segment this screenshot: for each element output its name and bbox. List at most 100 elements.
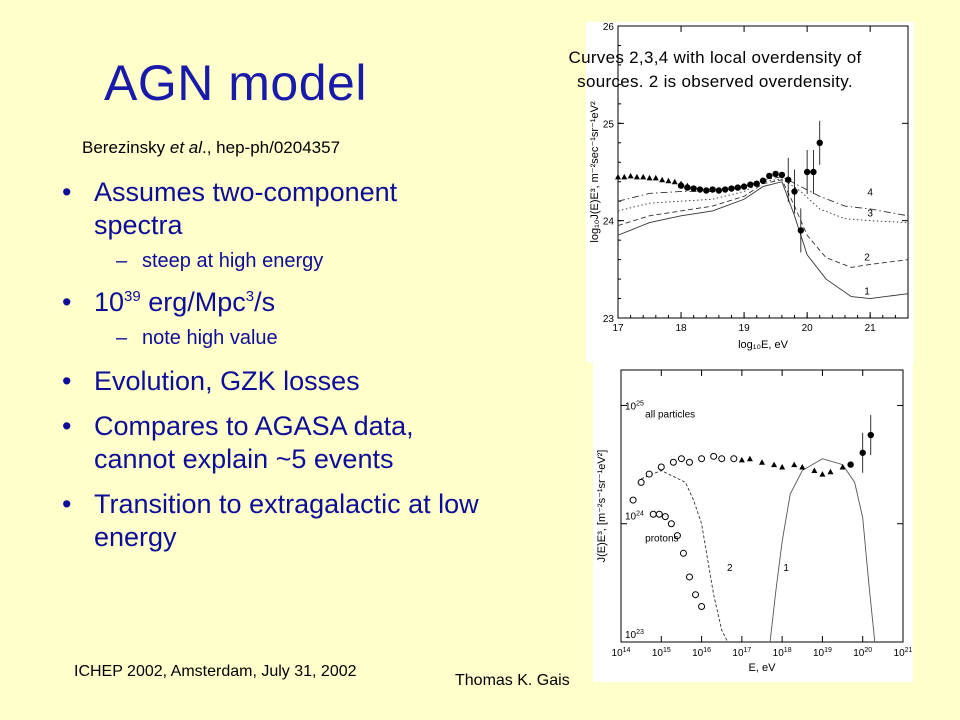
- agn-spectrum-figure: 17 18 19 20 21 23 24 25 26 log₁₀E, eV log₁₀J(E)E³,…: [586, 22, 914, 362]
- curve-2: [617, 179, 909, 268]
- luminosity-mid: erg/Mpc: [140, 287, 246, 317]
- all-particles-point: [677, 455, 685, 463]
- bullet-text: Compares to AGASA data, cannot explain ~…: [94, 411, 414, 474]
- all-particles-point: [827, 468, 834, 475]
- all-particles-point: [746, 455, 753, 462]
- curve-label: 2: [864, 252, 870, 263]
- proton-point: [649, 510, 657, 518]
- curve-1: [769, 458, 876, 643]
- all-particles-point: [867, 431, 874, 439]
- x-tick-label: 18: [675, 323, 687, 334]
- chart-annotation: 2: [727, 563, 733, 574]
- proton-point: [655, 510, 663, 518]
- all-particles-point: [839, 463, 846, 470]
- proton-point: [698, 603, 706, 611]
- all-particles-point: [698, 455, 706, 463]
- circle-point: [772, 170, 779, 178]
- luminosity-post: /s: [254, 287, 276, 317]
- all-particles-point: [718, 455, 726, 463]
- y-tick-label: 1025: [625, 400, 644, 412]
- two-component-chart: 1014 1015 1016 1017 1018 1019 1020 1021 1023 1024…: [596, 369, 913, 674]
- bullet-text: Transition to extragalactic at low energ…: [94, 489, 479, 552]
- all-particles-point: [669, 458, 677, 466]
- x-tick-label: 20: [802, 323, 814, 334]
- slide-title: AGN model: [104, 55, 367, 111]
- sub-bullet-text: note high value: [142, 327, 278, 349]
- triangle-point: [633, 173, 640, 180]
- all-particles-point: [629, 496, 637, 504]
- circle-point: [715, 187, 723, 194]
- citation-prefix: Berezinsky: [82, 138, 170, 157]
- circle-point: [778, 171, 786, 179]
- citation: Berezinsky et al., hep-ph/0204357: [82, 138, 340, 158]
- curve-label: 1: [864, 287, 870, 298]
- proton-point: [679, 549, 687, 557]
- triangle-point: [627, 172, 634, 179]
- curve-1: [617, 181, 909, 299]
- x-axis-label: E, eV: [749, 662, 777, 674]
- triangle-point: [640, 173, 647, 180]
- sub-bullet-item: – steep at high energy: [62, 248, 482, 274]
- citation-italic: et al: [169, 138, 203, 157]
- y-axis-label: J(E)E³, [m⁻²s⁻¹sr⁻¹eV²]: [596, 450, 608, 563]
- bullet-item: • Assumes two-component spectra: [62, 176, 482, 242]
- triangle-point: [652, 174, 659, 181]
- chart-annotation: protons: [645, 533, 678, 544]
- all-particles-point: [685, 458, 693, 466]
- curve-3: [617, 178, 909, 224]
- circle-point: [684, 184, 691, 191]
- footer-conference: ICHEP 2002, Amsterdam, July 31, 2002: [74, 663, 357, 680]
- all-particles-point: [637, 478, 645, 486]
- curves-note: Curves 2,3,4 with local overdensity of s…: [505, 46, 925, 94]
- y-tick-label: 24: [603, 217, 615, 228]
- y-tick-label: 1024: [625, 511, 644, 523]
- circle-point: [703, 187, 710, 194]
- citation-suffix: ., hep-ph/0204357: [202, 138, 341, 157]
- y-axis-label: log₁₀J(E)E³, m⁻²sec⁻¹sr⁻¹eV²: [589, 101, 601, 243]
- proton-point: [692, 591, 700, 599]
- bullet-item: • Transition to extragalactic at low ener…: [62, 488, 482, 554]
- triangle-point: [665, 177, 672, 184]
- curve-label: 4: [867, 187, 873, 198]
- x-tick-label: 1016: [692, 647, 711, 659]
- circle-point: [753, 180, 760, 187]
- sub-bullet-dash: –: [116, 250, 128, 272]
- all-particles-point: [645, 470, 653, 478]
- circle-point: [709, 186, 716, 193]
- two-component-figure: 1014 1015 1016 1017 1018 1019 1020 1021 1023 1024…: [593, 360, 913, 682]
- x-tick-label: 1021: [894, 647, 913, 659]
- bullet-item: • Compares to AGASA data, cannot explain …: [62, 410, 482, 476]
- x-tick-label: 17: [612, 323, 624, 334]
- all-particles-point: [730, 455, 738, 463]
- all-particles-point: [657, 463, 665, 471]
- all-particles-point: [847, 461, 854, 468]
- circle-point: [677, 182, 685, 189]
- proton-point: [685, 573, 693, 581]
- bullet-dot: •: [62, 366, 72, 396]
- curve-4: [617, 176, 909, 217]
- triangle-point: [646, 174, 653, 181]
- circle-point: [740, 183, 748, 190]
- chart-annotation: all particles: [645, 409, 695, 420]
- footer-author: Thomas K. Gais: [455, 672, 570, 689]
- circle-point: [747, 181, 754, 188]
- all-particles-point: [738, 456, 745, 463]
- all-particles-point: [759, 459, 765, 465]
- circle-point: [766, 172, 773, 180]
- x-tick-label: 1018: [773, 647, 792, 659]
- bullet-item: • Evolution, GZK losses: [62, 365, 482, 398]
- proton-point: [661, 513, 669, 521]
- circle-point: [721, 186, 729, 193]
- all-particles-point: [819, 471, 826, 477]
- x-tick-label: 1015: [652, 647, 671, 659]
- bullet-text: Evolution, GZK losses: [94, 366, 360, 396]
- x-tick-label: 1020: [853, 647, 872, 659]
- bullet-dot: •: [62, 177, 72, 207]
- curves-note-line2: sources. 2 is observed overdensity.: [577, 72, 853, 91]
- circle-point: [734, 184, 741, 191]
- x-axis-label: log₁₀E, eV: [738, 339, 789, 351]
- circle-point: [690, 185, 697, 192]
- circle-point: [797, 227, 805, 234]
- y-tick-label: 1023: [625, 629, 644, 641]
- chart-annotation: 1: [783, 563, 789, 574]
